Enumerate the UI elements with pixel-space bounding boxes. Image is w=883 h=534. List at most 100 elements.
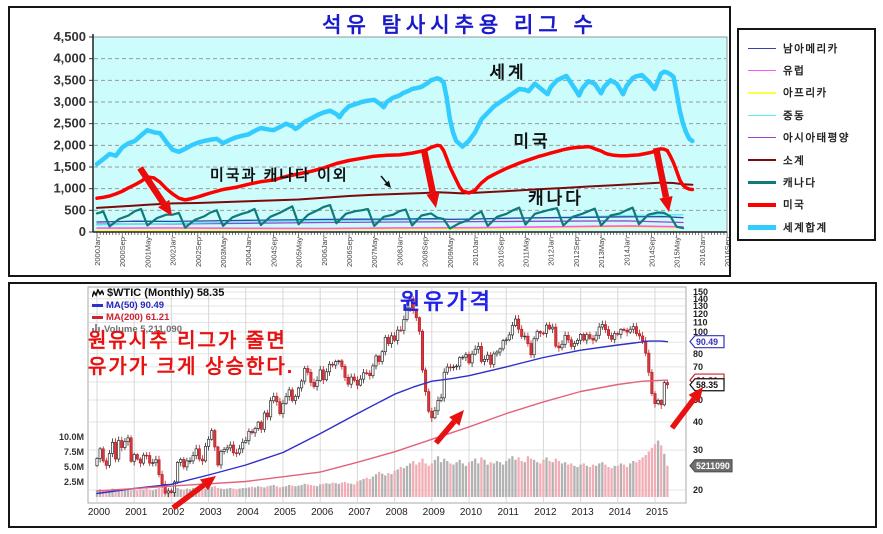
legend-swatch-world-total [748,225,776,230]
svg-text:2006Jan: 2006Jan [320,237,329,266]
series-asia-pacific [96,220,684,225]
svg-text:5211090: 5211090 [696,461,730,471]
legend-swatch-south-america [748,47,776,49]
legend-label-us: 미국 [783,199,806,212]
svg-text:2011May: 2011May [521,237,530,268]
legend-label-asia-pacific: 아시아태평양 [783,132,850,145]
svg-text:2013: 2013 [571,507,594,518]
svg-text:2010: 2010 [460,507,483,518]
svg-text:140: 140 [693,294,708,304]
legend-item-world-total: 세계합계 [748,216,874,238]
oil-price-title: 원유가격 [400,289,493,314]
ma50-row: MA(50) 90.49 [92,300,224,311]
svg-text:2000: 2000 [88,507,111,518]
legend-item-europe: 유럽 [748,59,874,81]
svg-text:2004: 2004 [237,507,260,518]
series-world-total [94,69,695,167]
annotation-note: 원유시추 리그가 줄면 유가가 크게 상승한다. [88,328,294,380]
annotation-note-line1: 원유시추 리그가 줄면 [88,330,287,352]
series-us [95,143,695,202]
svg-text:2012Sep: 2012Sep [572,237,581,267]
svg-text:2.5M: 2.5M [64,477,84,487]
ma50-line [96,340,669,495]
volume-bars-icon [92,324,101,335]
wtic-header: $WTIC (Monthly) 58.35 MA(50) 90.49 MA(20… [91,287,225,336]
wtic-chart-panel: 15014013012011010080705040302010.0M7.5M5… [8,282,877,528]
svg-text:2009: 2009 [423,507,446,518]
label-world: 세계 [489,63,526,82]
rig-chart-panel: 석유 탐사시추용 리그 수 4,500 4,000 3,500 3,000 2,500 2… [8,6,731,277]
ma50-line-swatch [92,303,103,307]
svg-text:2004Sep: 2004Sep [269,237,278,267]
svg-text:1,000: 1,000 [53,181,86,196]
svg-text:150: 150 [693,287,708,297]
legend-swatch-europe [748,69,776,72]
legend-swatch-canada [748,181,776,184]
svg-text:3,000: 3,000 [53,94,86,109]
svg-text:2013May: 2013May [597,237,606,268]
svg-text:120: 120 [693,309,708,319]
svg-text:2014Sep: 2014Sep [647,237,656,267]
legend-item-africa: 아프리카 [748,82,874,104]
svg-text:2015: 2015 [646,507,669,518]
svg-text:2005May: 2005May [295,237,304,268]
legend-swatch-middle-east [748,114,776,117]
svg-text:4,500: 4,500 [53,29,86,44]
label-canada: 캐나다 [528,189,584,208]
legend-label-africa: 아프리카 [783,87,828,100]
svg-text:5.0M: 5.0M [64,462,84,472]
svg-text:3,500: 3,500 [53,72,86,87]
ma200-line-swatch [92,315,103,319]
rig-chart-title: 석유 탐사시추용 리그 수 [322,14,598,37]
volume-label: Volume 5,211,090 [104,324,182,335]
svg-text:100: 100 [693,327,708,337]
x-axis: 2000Jan 2000Sep 2001May 2002Jan 2002Sep 2003M… [93,232,729,268]
ma200-label: MA(200) 61.21 [106,312,170,323]
ma200-line [96,379,669,492]
svg-text:2012: 2012 [534,507,557,518]
svg-text:1,500: 1,500 [53,159,86,174]
ma50-label: MA(50) 90.49 [106,300,165,311]
legend-swatch-us [748,203,776,207]
svg-text:2,000: 2,000 [53,137,86,152]
wtic-price-chart: 15014013012011010080705040302010.0M7.5M5… [59,286,733,518]
svg-text:2001: 2001 [125,507,148,518]
label-us: 미국 [513,132,550,151]
svg-text:70: 70 [693,362,703,372]
volume-row: Volume 5,211,090 [92,324,224,335]
svg-text:110: 110 [693,317,708,327]
svg-text:2014: 2014 [609,507,632,518]
svg-text:2015May: 2015May [673,237,682,268]
svg-text:2008Sep: 2008Sep [421,237,430,267]
svg-text:90.49: 90.49 [696,337,718,347]
legend-item-asia-pacific: 아시아태평양 [748,127,874,149]
svg-text:2002: 2002 [162,507,185,518]
down-arrows [137,147,673,216]
legend-item-subtotal: 소계 [748,149,874,171]
svg-text:2002Jan: 2002Jan [169,237,178,266]
legend-label-subtotal: 소계 [783,154,806,167]
svg-text:2014Jan: 2014Jan [622,237,631,266]
legend-swatch-asia-pacific [748,137,776,139]
legend-label-south-america: 남아메리카 [783,42,839,55]
stockcharts-logo-icon [91,287,105,297]
wtic-symbol-label: $WTIC (Monthly) 58.35 [107,287,225,299]
gridlines [94,36,726,211]
wtic-symbol-row: $WTIC (Monthly) 58.35 [91,287,225,299]
legend-swatch-africa [748,92,776,94]
svg-text:2011: 2011 [497,507,519,518]
svg-text:2009May: 2009May [446,237,455,268]
legend-label-europe: 유럽 [783,65,806,78]
legend-item-middle-east: 중동 [748,104,874,126]
series-middle-east [96,214,684,226]
svg-text:10.0M: 10.0M [59,432,84,442]
svg-text:30: 30 [693,445,703,455]
svg-text:2006: 2006 [311,507,334,518]
svg-text:0: 0 [79,224,86,239]
legend-label-canada: 캐나다 [783,177,817,190]
svg-text:2004Jan: 2004Jan [244,237,253,266]
ma200-row: MA(200) 61.21 [92,312,224,323]
svg-text:2006Sep: 2006Sep [345,237,354,267]
